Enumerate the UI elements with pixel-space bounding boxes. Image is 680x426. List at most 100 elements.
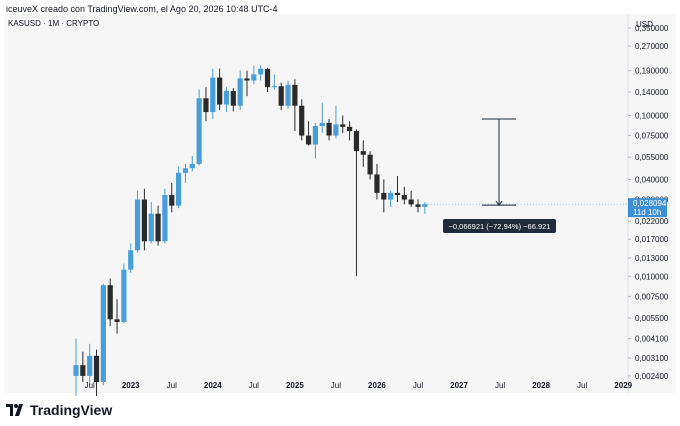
candle-body — [114, 319, 120, 322]
x-tick-label: 2025 — [286, 381, 304, 390]
candle-body — [374, 174, 380, 193]
candle — [121, 263, 127, 324]
y-tick-label: 0,017000 — [635, 235, 669, 244]
candle-body — [107, 285, 113, 320]
candle — [141, 188, 147, 251]
x-tick-label: Jul — [577, 381, 587, 390]
candle — [258, 65, 264, 81]
candle — [422, 201, 428, 214]
candle-body — [271, 86, 277, 88]
candle — [408, 190, 414, 207]
candle-body — [333, 124, 339, 136]
y-tick-label: 0,100000 — [635, 111, 669, 120]
candle — [360, 140, 366, 167]
candle-body — [80, 365, 86, 376]
tradingview-logo[interactable]: TradingView — [6, 402, 112, 418]
y-tick-label: 0,022000 — [635, 217, 669, 226]
candle-body — [176, 172, 182, 206]
y-tick-label: 0,002400 — [635, 372, 669, 381]
candle — [312, 122, 318, 159]
candle — [87, 343, 93, 386]
measure-label: −0,066921 (−72,94%) −66.921 — [449, 222, 551, 231]
candle — [162, 188, 168, 244]
x-tick-label: 2027 — [450, 381, 468, 390]
candle-body — [93, 355, 100, 382]
candle-body — [415, 204, 421, 207]
candle — [251, 65, 257, 85]
candle — [299, 99, 305, 141]
candle-body — [203, 98, 209, 113]
y-tick-label: 0,040000 — [635, 175, 669, 184]
candle-body — [230, 90, 236, 106]
candle — [292, 79, 298, 132]
candle — [196, 89, 202, 166]
x-tick-label: 2026 — [368, 381, 386, 390]
price-tag-box — [628, 198, 667, 218]
candle-body — [141, 199, 147, 242]
candle-body — [285, 84, 291, 106]
y-tick-label: 0,003100 — [635, 354, 669, 363]
candle — [340, 115, 346, 133]
y-tick-label: 0,004100 — [635, 335, 669, 344]
candle — [401, 186, 407, 205]
candle-body — [278, 86, 284, 106]
candle — [244, 70, 250, 97]
candle — [100, 283, 106, 386]
candle-body — [326, 122, 332, 136]
candle-body — [394, 192, 401, 196]
measure-arrow — [495, 200, 503, 206]
x-tick-label: Jul — [85, 381, 95, 390]
candle — [305, 121, 312, 146]
y-tick-label: 0,007500 — [635, 292, 669, 301]
y-tick-label: 0,005500 — [635, 314, 669, 323]
candle-body — [299, 105, 305, 136]
candle-body — [305, 135, 312, 145]
candle-body — [401, 195, 407, 200]
candle — [210, 68, 216, 120]
candle — [374, 163, 380, 200]
x-tick-label: Jul — [331, 381, 341, 390]
candle-body — [319, 122, 325, 127]
x-tick-label: Jul — [495, 381, 505, 390]
candle-body — [264, 68, 271, 88]
symbol-label: KASUSD · 1M · CRYPTO — [8, 19, 100, 28]
candle — [271, 74, 277, 90]
brand-name: TradingView — [30, 402, 113, 418]
candle-body — [360, 151, 366, 155]
candle-body — [87, 355, 93, 376]
candle — [415, 199, 421, 213]
candle-body — [121, 269, 127, 322]
x-tick-label: 2024 — [204, 381, 222, 390]
candle-body — [162, 195, 168, 242]
candle-body — [251, 74, 257, 81]
candle-body — [292, 84, 298, 106]
candle — [326, 119, 332, 141]
candle-body — [155, 213, 161, 242]
candle-body — [217, 77, 223, 105]
candle — [333, 105, 339, 139]
candle-body — [312, 126, 318, 145]
candle-body — [422, 204, 428, 207]
candle-body — [223, 90, 230, 105]
currency-label: USD — [636, 20, 653, 29]
x-tick-label: Jul — [167, 381, 177, 390]
y-tick-label: 0,350000 — [635, 24, 669, 33]
candle — [223, 87, 230, 113]
x-tick-label: 2023 — [122, 381, 140, 390]
y-tick-label: 0,055000 — [635, 153, 669, 162]
time-scale: Jul 2023 Jul 2024 Jul 2025 Jul 2026 Jul 2027 Jul 20… — [85, 381, 633, 390]
candle — [388, 190, 394, 207]
y-tick-label: 0,140000 — [635, 88, 669, 97]
x-tick-label: 2029 — [614, 381, 632, 390]
candle — [367, 151, 373, 180]
candle — [128, 243, 134, 273]
x-tick-label: 2028 — [532, 381, 550, 390]
candle-body — [73, 365, 79, 376]
candle — [148, 201, 154, 244]
candle — [381, 179, 387, 213]
candle-body — [196, 98, 202, 164]
chart-area[interactable] — [4, 14, 676, 393]
candle — [80, 351, 86, 382]
